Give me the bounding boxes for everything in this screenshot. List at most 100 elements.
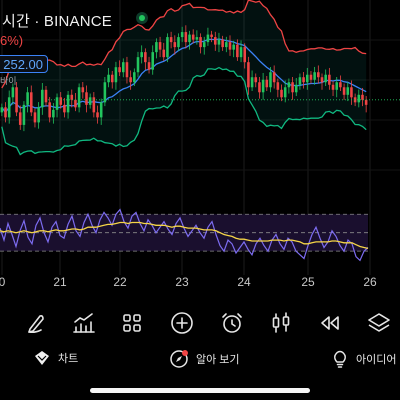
candle-body [243,47,247,63]
candle-body [0,107,4,113]
candle-body [291,82,294,93]
candle-body [309,74,313,80]
candle-body [63,104,66,113]
alarm-button[interactable] [217,308,247,338]
indicators-button[interactable] [69,308,99,338]
x-tick-label: 21 [53,275,67,289]
candle-body [335,82,339,90]
price-chart[interactable]: 0 21 22 23 24 25 26 [0,0,400,300]
candle-body [213,37,217,45]
candle-body [232,44,235,50]
candle-body [188,34,191,43]
candle-body [147,62,151,70]
candle-body [110,74,114,83]
candle-body [22,104,26,125]
candle-body [136,57,140,73]
x-tick-label: 25 [301,275,315,289]
bollinger-fill [1,0,367,155]
candle-body [269,72,272,88]
lightbulb-icon [334,350,346,368]
draw-tool-button[interactable] [22,308,52,338]
symbol-title: 시간 · BINANCE [2,13,113,30]
candle-body [202,42,206,48]
candle-body [29,92,33,113]
candle-body [283,87,287,98]
candle-body [74,99,77,108]
candle-body [92,97,96,113]
candle-body [41,89,44,108]
candle-body [133,72,136,83]
candle-body [151,52,155,70]
candle-body [103,82,107,103]
bollinger-lower-line [1,66,367,156]
candle-body [324,74,327,83]
nav-ideas-label: 아이디어 [356,354,397,366]
candle-body [129,77,132,83]
nav-ideas[interactable]: 아이디어 [332,350,396,368]
candle-body [199,37,202,48]
candle-body [85,92,88,105]
chart-toolbar [0,308,400,340]
candle-body [184,32,188,43]
candle-body [44,89,48,103]
rsi-ma-line [0,221,369,250]
candle-body [272,72,276,83]
nav-chart-label: 차트 [58,353,79,365]
bollinger-middle-line [1,38,367,114]
replay-button[interactable] [315,308,345,338]
candle-body [55,97,59,110]
candle-body [59,97,63,105]
candle-body [96,112,99,118]
alarm-clock-icon [222,313,242,333]
chart-type-button[interactable] [266,308,296,338]
candle-body [155,42,158,53]
candle-body [118,67,121,73]
candle-body [302,77,305,83]
candle-body [114,67,118,83]
compass-icon [170,350,188,368]
candle-body [140,52,143,58]
add-button[interactable] [167,308,197,338]
candle-body [250,77,254,88]
candle-body [7,97,11,118]
bottom-navigation: 차트 알아 보기 아이디어 [0,346,400,380]
candle-body [353,97,357,103]
candle-body [158,42,162,50]
candle-body [320,77,324,83]
layouts-button[interactable] [117,308,147,338]
candle-body [346,87,350,95]
candle-body [81,87,85,93]
candle-body [107,74,110,83]
candle-body [261,79,265,93]
candle-body [339,82,342,88]
candle-body [217,39,221,45]
candle-body [144,52,147,63]
candle-body [77,87,81,108]
candle-body [236,44,239,58]
rsi-line [0,208,369,262]
candle-body [210,34,213,38]
live-status-icon [136,12,148,24]
rewind-icon [321,316,339,330]
candle-body [280,89,283,98]
candle-body [195,37,199,40]
candle-body [239,47,243,58]
candle-body [4,107,7,118]
candle-body [33,112,37,123]
nav-alerts[interactable]: 알아 보기 [170,350,240,368]
nav-chart[interactable]: 차트 [34,350,78,366]
current-price-tag[interactable]: 252.00 [0,55,48,73]
candle-body [221,39,224,48]
x-tick-label: 0 [0,275,6,289]
x-tick-label: 24 [237,275,251,289]
candle-body [180,32,184,38]
candle-body [342,87,346,95]
candle-body [99,102,103,118]
x-tick-label: 22 [113,275,127,289]
layers-button[interactable] [364,308,394,338]
candle-body [15,87,18,113]
candle-body [287,82,291,88]
candle-body [350,87,353,98]
candle-body [11,87,15,98]
x-tick-label: 23 [175,275,189,289]
